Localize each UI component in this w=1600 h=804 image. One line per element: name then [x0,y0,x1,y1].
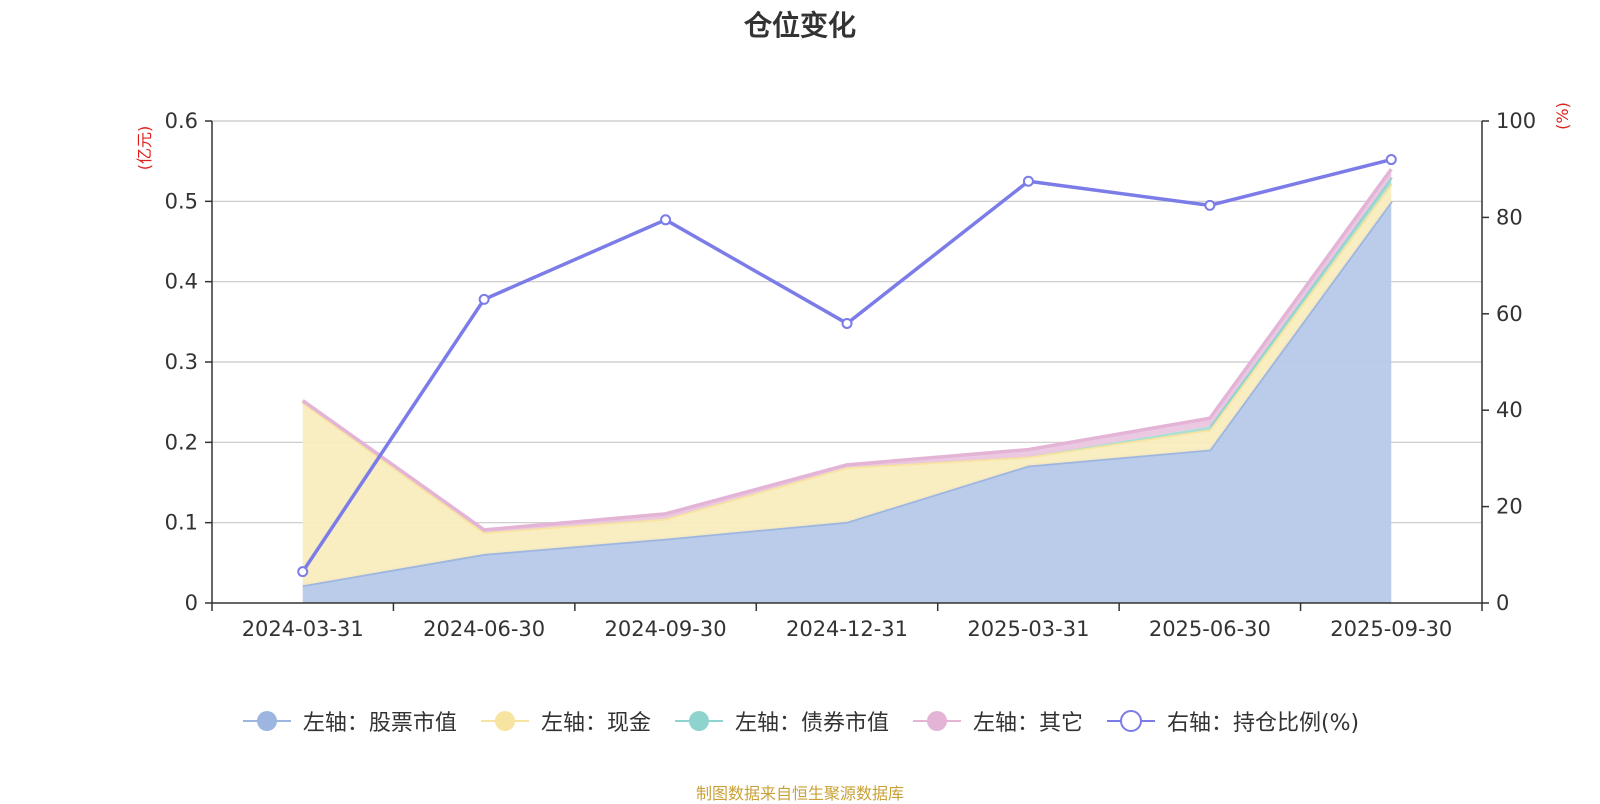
source-note: 制图数据来自恒生聚源数据库 [695,784,904,803]
right-tick-label: 20 [1496,495,1523,519]
axes [205,120,1489,611]
left-tick-label: 0.4 [165,270,198,294]
legend-label: 左轴：现金 [540,711,651,736]
ratio-point [660,214,672,226]
x-tick-label: 2024-12-31 [786,617,908,641]
right-tick-label: 100 [1496,109,1536,133]
legend-swatch [912,711,961,731]
legend-swatch [1106,710,1155,732]
left-axis-unit: (亿元) [135,126,154,171]
left-tick-label: 0.1 [165,511,198,535]
legend-swatch [242,711,291,731]
right-axis-unit: (%) [1553,102,1572,130]
area-series [301,168,1393,604]
left-tick-label: 0.2 [165,430,198,454]
legend-swatch [674,711,723,731]
legend-label: 右轴：持仓比例(%) [1166,711,1360,736]
legend-label: 左轴：其它 [972,711,1083,736]
ratio-line-series [297,154,1397,578]
right-tick-label: 60 [1496,302,1523,326]
legend-swatch [480,711,529,731]
x-tick-label: 2025-09-30 [1330,617,1452,641]
area-edge-series-3 [301,168,1393,532]
left-tick-label: 0.3 [165,350,198,374]
legend-item[interactable]: 左轴：其它 [911,705,1083,737]
area-fill-series-3 [302,169,1392,533]
x-tick-label: 2024-03-31 [242,617,364,641]
legend-item[interactable]: 左轴：现金 [479,705,651,737]
ratio-point [478,293,490,305]
right-tick-label: 40 [1496,398,1523,422]
legend-item[interactable]: 右轴：持仓比例(%) [1105,705,1359,737]
ratio-point [1022,175,1034,187]
right-tick-label: 80 [1496,205,1523,229]
chart-title: 仓位变化 [743,9,856,42]
left-tick-label: 0.6 [165,109,198,133]
x-tick-label: 2025-03-31 [967,617,1089,641]
left-tick-label: 0 [185,591,198,615]
area-fill-series-1 [302,183,1392,586]
x-tick-label: 2024-09-30 [605,617,727,641]
area-fill-series-0 [302,201,1392,604]
legend-item[interactable]: 左轴：债券市值 [673,705,889,737]
legend-label: 左轴：股票市值 [302,711,457,736]
legend: 左轴：股票市值 左轴：现金 左轴：债券市值 左轴：其它 右轴：持仓比例(%) [0,705,1600,737]
left-tick-label: 0.5 [165,189,198,213]
tick-labels: 0 0.1 0.2 0.3 0.4 0.5 0.6 0 20 40 60 80 100 2024-03-3… [165,109,1537,641]
x-tick-label: 2024-06-30 [423,617,545,641]
right-tick-label: 0 [1496,591,1509,615]
ratio-point [297,566,309,578]
ratio-point [1385,154,1397,166]
ratio-point [841,317,853,329]
legend-item[interactable]: 左轴：股票市值 [241,705,457,737]
ratio-point [1204,199,1216,211]
x-tick-label: 2025-06-30 [1149,617,1271,641]
legend-label: 左轴：债券市值 [734,711,889,736]
